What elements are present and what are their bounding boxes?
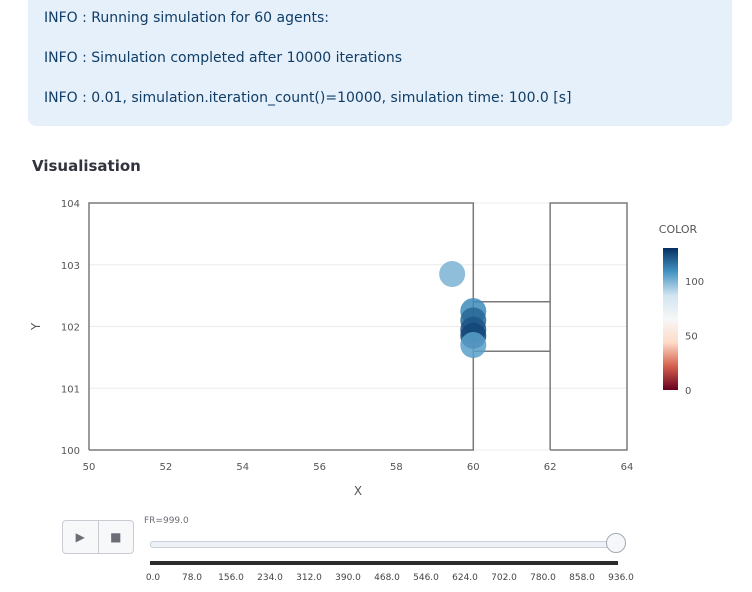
info-line-2: INFO : Simulation completed after 10000 … — [44, 50, 403, 66]
geometry-line — [88, 202, 475, 451]
frame-tick-label: 390.0 — [335, 573, 361, 583]
frame-tick-label: 78.0 — [181, 573, 203, 583]
x-tick-label: 52 — [159, 462, 172, 473]
x-tick-label: 54 — [236, 462, 249, 473]
y-tick-label: 101 — [61, 384, 80, 395]
play-button[interactable]: ▶ — [63, 521, 98, 553]
simulation-plot[interactable]: 50 52 54 56 58 60 62 64 100 101 102 103 104 X Y COLOR 10… — [0, 180, 752, 510]
agent-marker — [460, 332, 487, 359]
frame-tick-label: 0.0 — [145, 573, 161, 583]
section-title: Visualisation — [32, 157, 141, 175]
frame-tick-label: 858.0 — [569, 573, 595, 583]
frame-tick-bar — [150, 561, 618, 565]
frame-slider-thumb[interactable] — [606, 533, 626, 553]
x-tick-label: 62 — [544, 462, 557, 473]
play-icon: ▶ — [75, 530, 85, 544]
frame-tick-label: 468.0 — [374, 573, 400, 583]
stop-button[interactable]: ■ — [97, 521, 134, 553]
y-tick-label: 103 — [61, 261, 80, 272]
y-tick-label: 100 — [61, 446, 80, 457]
agent-marker — [439, 261, 466, 288]
stop-icon: ■ — [110, 530, 122, 544]
frame-slider-track[interactable] — [150, 541, 620, 548]
info-line-1: INFO : Running simulation for 60 agents: — [44, 10, 329, 26]
frame-tick-label: 546.0 — [413, 573, 439, 583]
x-tick-label: 56 — [313, 462, 326, 473]
frame-tick-label: 312.0 — [296, 573, 322, 583]
frame-tick-label: 234.0 — [257, 573, 283, 583]
frame-tick-label: 936.0 — [608, 573, 634, 583]
animation-player: ▶ ■ — [62, 520, 134, 554]
y-tick-label: 102 — [61, 323, 80, 334]
frame-tick-label: 702.0 — [491, 573, 517, 583]
info-alert-box: INFO : Running simulation for 60 agents:… — [28, 0, 732, 126]
frame-tick-label: 156.0 — [218, 573, 244, 583]
geometry-line — [549, 202, 628, 451]
x-axis-label: X — [354, 484, 362, 498]
x-tick-label: 64 — [621, 462, 634, 473]
frame-tick-label: 780.0 — [530, 573, 556, 583]
colorbar — [663, 248, 678, 390]
frame-tick-label: 624.0 — [452, 573, 478, 583]
frame-label: FR=999.0 — [144, 516, 189, 526]
colorbar-title: COLOR — [659, 223, 698, 236]
y-tick-label: 104 — [61, 199, 80, 210]
colorbar-tick-label: 50 — [685, 331, 698, 342]
colorbar-tick-label: 0 — [685, 386, 691, 397]
x-tick-label: 50 — [83, 462, 96, 473]
x-tick-label: 60 — [467, 462, 480, 473]
x-tick-label: 58 — [390, 462, 403, 473]
y-axis-label: Y — [29, 322, 43, 331]
info-line-3: INFO : 0.01, simulation.iteration_count(… — [44, 90, 572, 106]
colorbar-tick-label: 100 — [685, 277, 704, 288]
